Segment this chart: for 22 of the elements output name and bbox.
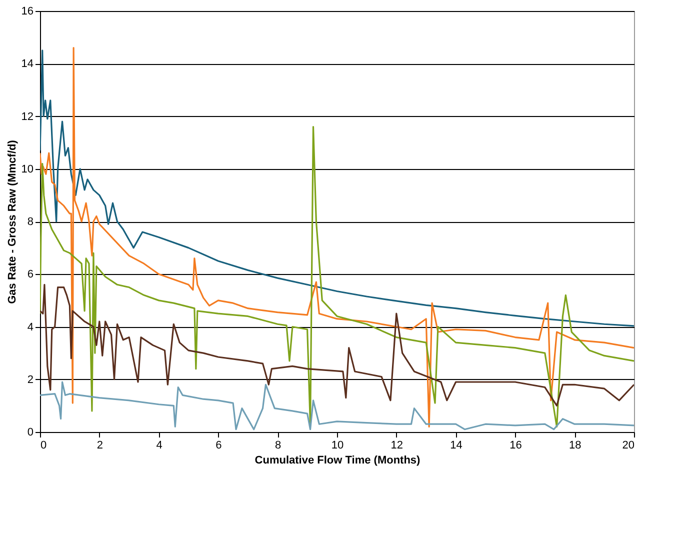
y-tick-label: 6 — [27, 268, 34, 281]
y-tick-label: 0 — [27, 426, 34, 438]
y-axis-title: Gas Rate - Gross Raw (Mmcf/d) — [6, 140, 18, 304]
x-tick-label: 16 — [510, 440, 522, 452]
x-tick-label: 8 — [275, 440, 282, 452]
x-tick-label: 14 — [450, 440, 462, 452]
y-tick-label: 12 — [21, 110, 34, 123]
y-tick-label: 8 — [27, 216, 34, 228]
y-tick-label: 4 — [27, 321, 34, 334]
y-tick-label: 10 — [21, 163, 34, 176]
x-tick-label: 4 — [156, 440, 162, 452]
x-tick-label: 20 — [622, 440, 634, 452]
y-tick-label: 14 — [21, 58, 34, 70]
y-tick-label: 16 — [21, 6, 34, 18]
x-tick-label: 18 — [568, 440, 582, 452]
x-tick-label: 2 — [96, 440, 103, 452]
x-tick-label: 0 — [40, 440, 47, 452]
x-tick-label: 12 — [390, 440, 404, 452]
x-axis-title: Cumulative Flow Time (Months) — [254, 454, 421, 466]
y-tick-label: 2 — [27, 374, 34, 386]
x-tick-label: 10 — [331, 440, 344, 452]
x-tick-label: 6 — [216, 440, 222, 452]
